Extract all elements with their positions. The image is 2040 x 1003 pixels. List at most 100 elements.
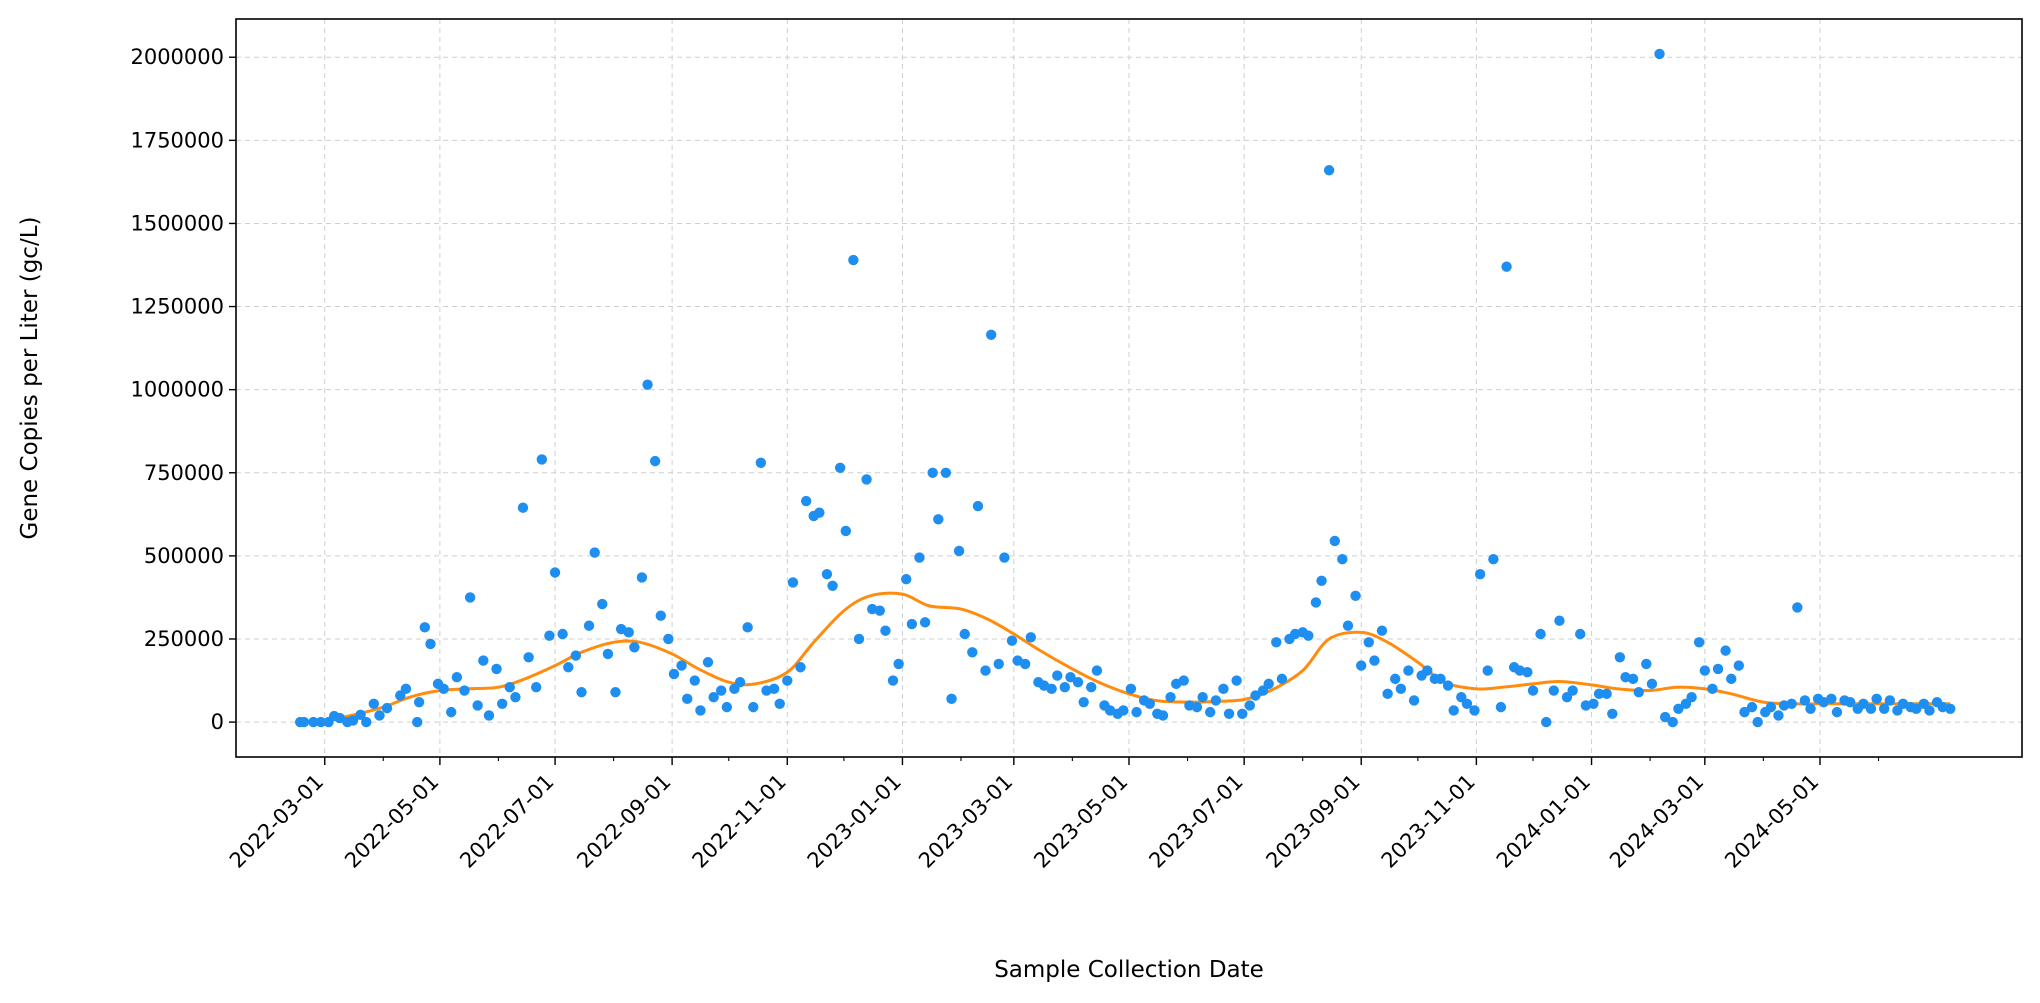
data-point (716, 685, 727, 696)
data-point (1337, 554, 1348, 565)
data-point (774, 698, 785, 710)
data-point (1395, 683, 1407, 695)
data-point (874, 605, 885, 616)
trend-line-layer (300, 591, 1951, 724)
data-point (1376, 625, 1388, 636)
data-point (1858, 698, 1869, 710)
trend-line (300, 591, 1951, 724)
data-point (1250, 690, 1261, 701)
data-point (1422, 665, 1433, 676)
data-point (478, 655, 489, 666)
data-point (972, 500, 984, 512)
data-point (298, 716, 310, 728)
data-point (1474, 568, 1486, 580)
data-point (623, 627, 634, 638)
data-point (1442, 680, 1454, 691)
data-point (1131, 706, 1142, 718)
data-point (689, 675, 700, 686)
data-point (1726, 673, 1737, 685)
data-point (412, 716, 423, 728)
data-point (642, 379, 653, 390)
data-point (1263, 678, 1274, 690)
data-point (1712, 663, 1724, 675)
data-point (1575, 628, 1586, 640)
y-tick-label: 0 (211, 710, 224, 734)
data-point (1535, 628, 1546, 640)
data-point (967, 647, 978, 658)
data-point (1601, 688, 1612, 700)
data-point (1522, 667, 1533, 678)
data-point (1799, 695, 1811, 706)
data-point (1884, 695, 1896, 706)
data-point (827, 580, 838, 591)
data-point (1197, 691, 1208, 703)
data-point (557, 628, 568, 640)
data-point (1271, 637, 1282, 648)
data-point (549, 567, 561, 578)
data-point (1046, 683, 1057, 695)
data-point (1720, 645, 1731, 656)
data-point (400, 683, 412, 695)
data-point (1342, 620, 1354, 631)
data-point (1746, 701, 1758, 713)
data-point (755, 457, 767, 468)
data-point (1086, 681, 1097, 693)
data-point (583, 620, 595, 631)
data-point (1469, 705, 1480, 716)
data-point (1831, 706, 1843, 718)
data-point (861, 474, 872, 485)
x-axis-title: Sample Collection Date (994, 957, 1264, 983)
data-point (787, 577, 799, 588)
data-point (1310, 597, 1322, 608)
data-point (464, 592, 476, 603)
data-point (1461, 698, 1473, 710)
data-point (610, 686, 621, 698)
data-point (602, 648, 614, 660)
data-point (381, 702, 393, 714)
data-point (1707, 683, 1718, 695)
data-point (695, 705, 706, 716)
data-point (1052, 670, 1063, 681)
data-point (1303, 630, 1314, 641)
data-point (361, 716, 372, 728)
data-point (1911, 703, 1922, 714)
data-point (914, 552, 925, 563)
data-point (840, 525, 852, 537)
data-point (927, 467, 938, 478)
data-point (491, 663, 502, 675)
data-point (1435, 673, 1446, 685)
data-point (1945, 703, 1956, 714)
data-point (1144, 698, 1155, 710)
data-point (682, 693, 693, 705)
data-point (848, 254, 859, 266)
data-point (510, 691, 521, 703)
data-point (1554, 615, 1565, 626)
data-point (446, 706, 457, 718)
data-point (1329, 535, 1340, 547)
data-point (413, 696, 425, 708)
data-point (1878, 703, 1890, 714)
data-point (1733, 660, 1745, 671)
data-point (1403, 665, 1414, 676)
data-point (800, 495, 812, 507)
data-point (530, 681, 542, 693)
data-point (1627, 673, 1639, 685)
data-point (655, 610, 666, 621)
data-point (497, 698, 508, 710)
data-point (1792, 602, 1803, 613)
data-point (1276, 673, 1288, 685)
data-point (1805, 703, 1816, 714)
data-point (676, 660, 687, 671)
data-point (589, 547, 600, 558)
data-point (1118, 705, 1129, 716)
data-point (1204, 706, 1216, 718)
data-point (1567, 685, 1578, 696)
data-point (901, 573, 912, 585)
data-point (1667, 716, 1678, 728)
data-point (536, 454, 548, 465)
data-point (1065, 672, 1076, 683)
data-point (1659, 711, 1671, 723)
data-point (1191, 701, 1203, 713)
data-point (1924, 705, 1935, 716)
